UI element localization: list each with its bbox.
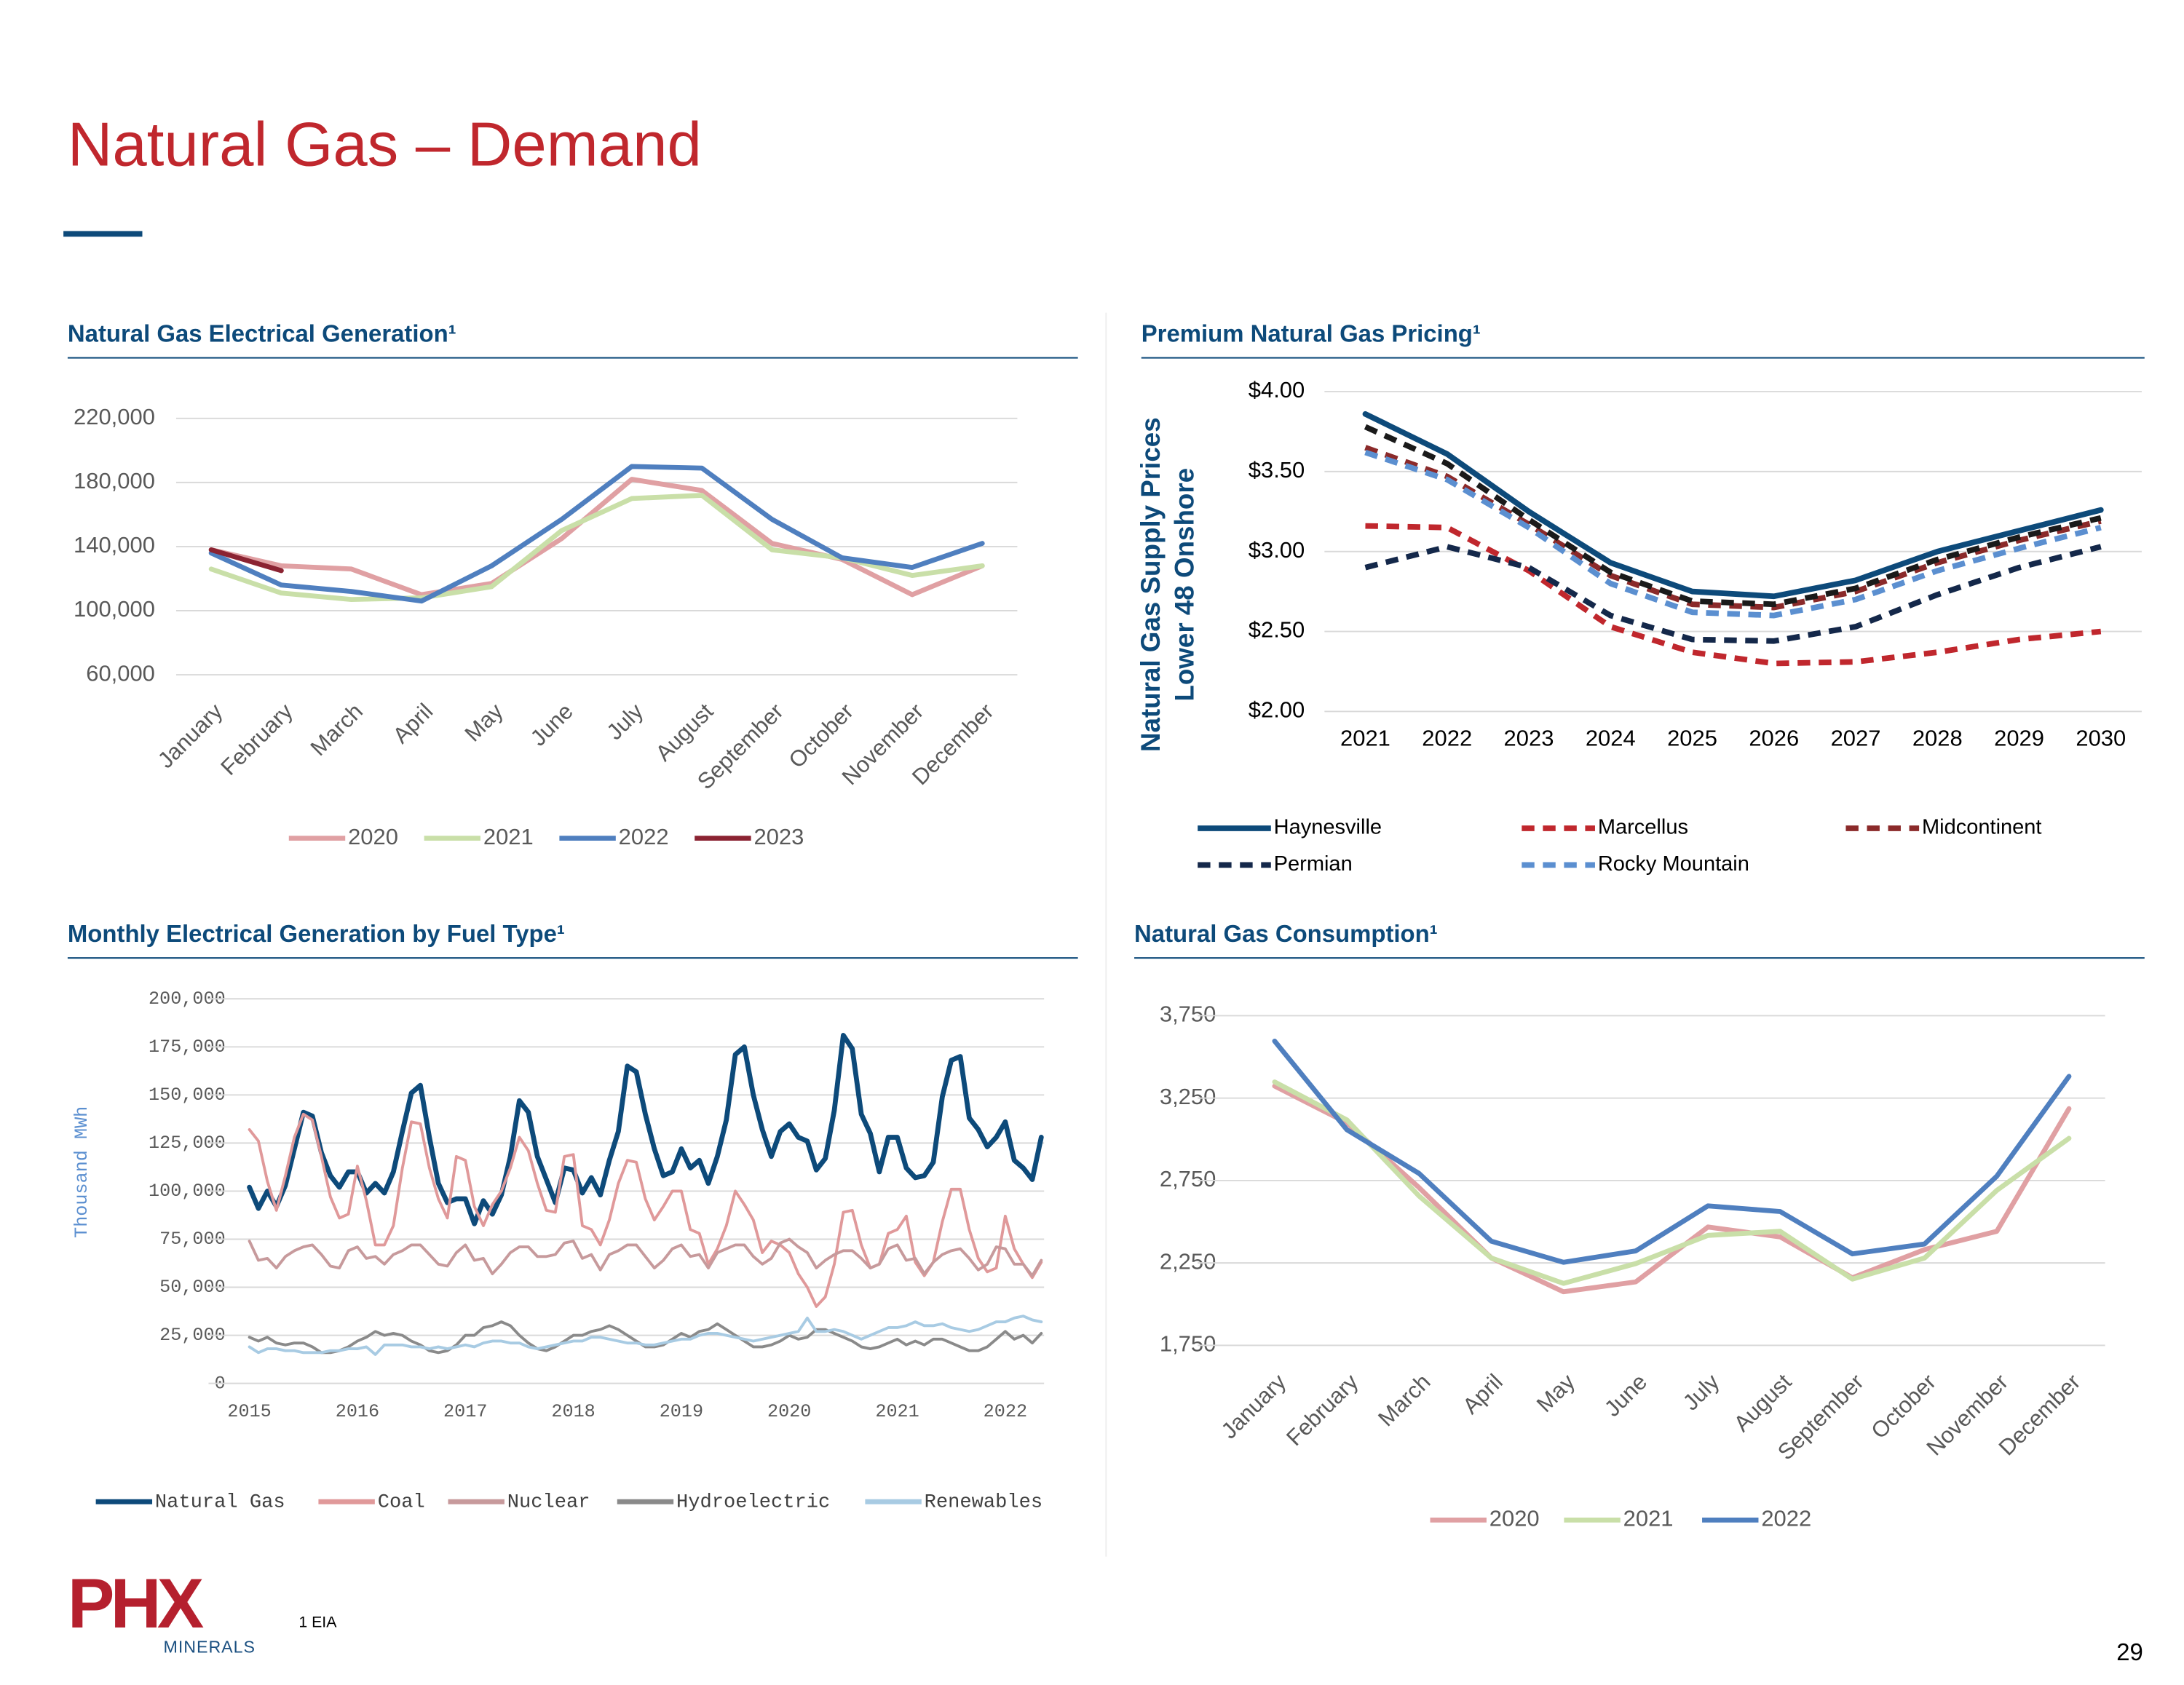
y-tick-label: $3.50 bbox=[1249, 457, 1305, 483]
x-tick-label: February bbox=[215, 698, 298, 780]
series-line bbox=[248, 1112, 1043, 1308]
series-line bbox=[1362, 411, 2104, 600]
chart-title: Natural Gas Electrical Generation¹ bbox=[68, 320, 456, 346]
x-tick-label: February bbox=[1281, 1368, 1364, 1451]
x-tick-label: 2025 bbox=[1667, 725, 1717, 750]
y-tick-label: 1,750 bbox=[1160, 1331, 1216, 1357]
series-line bbox=[247, 1033, 1044, 1226]
y-axis-label: Lower 48 Onshore bbox=[1169, 468, 1199, 702]
y-tick-label: $4.00 bbox=[1249, 377, 1305, 403]
legend-label: 2020 bbox=[1489, 1506, 1540, 1531]
x-tick-label: 2021 bbox=[1340, 725, 1390, 750]
x-tick-label: 2027 bbox=[1831, 725, 1881, 750]
y-tick-label: 2,250 bbox=[1160, 1248, 1216, 1274]
legend-label: Midcontinent bbox=[1922, 816, 2042, 839]
series-line bbox=[1272, 1079, 2072, 1286]
x-tick-label: July bbox=[601, 698, 648, 745]
x-tick-label: 2022 bbox=[1422, 725, 1472, 750]
y-tick-label: $2.50 bbox=[1249, 617, 1305, 643]
legend-label: Permian bbox=[1274, 852, 1353, 876]
x-tick-label: January bbox=[1216, 1368, 1291, 1443]
x-tick-label: 2015 bbox=[227, 1401, 271, 1422]
x-tick-label: August bbox=[1729, 1369, 1797, 1437]
legend-label: Natural Gas bbox=[155, 1491, 285, 1513]
x-tick-label: 2023 bbox=[1504, 725, 1554, 750]
x-tick-label: March bbox=[305, 699, 368, 761]
series-line bbox=[248, 1315, 1043, 1356]
legend-label: Haynesville bbox=[1274, 816, 1382, 839]
x-tick-label: April bbox=[388, 699, 438, 749]
x-tick-label: 2028 bbox=[1912, 725, 1963, 750]
legend-label: Rocky Mountain bbox=[1598, 852, 1749, 876]
legend-label: 2022 bbox=[619, 824, 669, 849]
legend-label: 2021 bbox=[483, 824, 534, 849]
x-tick-label: 2030 bbox=[2076, 725, 2126, 750]
x-tick-label: 2029 bbox=[1994, 725, 2044, 750]
legend-label: 2020 bbox=[348, 824, 398, 849]
y-tick-label: $2.00 bbox=[1249, 697, 1305, 723]
legend-label: Renewables bbox=[925, 1491, 1042, 1513]
chart-title: Natural Gas Consumption¹ bbox=[1134, 920, 1438, 947]
x-tick-label: 2022 bbox=[984, 1401, 1027, 1422]
x-tick-label: 2018 bbox=[551, 1401, 595, 1422]
series-line bbox=[248, 1320, 1043, 1355]
x-tick-label: 2020 bbox=[767, 1401, 811, 1422]
series-line bbox=[248, 1237, 1043, 1277]
series-line bbox=[1364, 424, 2102, 608]
y-tick-label: 180,000 bbox=[74, 468, 155, 493]
y-axis-label: Natural Gas Supply Prices bbox=[1136, 417, 1166, 752]
chart-title: Premium Natural Gas Pricing¹ bbox=[1142, 320, 1481, 346]
y-tick-label: 3,250 bbox=[1160, 1084, 1216, 1109]
logo-name: PHX bbox=[68, 1563, 204, 1643]
series-line bbox=[1365, 523, 2102, 667]
legend-label: 2022 bbox=[1761, 1506, 1811, 1531]
x-tick-label: May bbox=[459, 698, 507, 746]
y-tick-label: 140,000 bbox=[74, 532, 155, 558]
x-tick-label: 2021 bbox=[875, 1401, 919, 1422]
legend-label: Marcellus bbox=[1598, 816, 1688, 839]
legend-label: Nuclear bbox=[507, 1491, 590, 1513]
series-line bbox=[208, 477, 985, 598]
series-line bbox=[1364, 544, 2102, 644]
y-axis-label: Thousand MWh bbox=[71, 1106, 92, 1238]
page-title: Natural Gas – Demand bbox=[68, 111, 702, 180]
y-tick-label: 3,750 bbox=[1160, 1002, 1216, 1027]
x-tick-label: July bbox=[1678, 1368, 1725, 1415]
footnote: 1 EIA bbox=[298, 1613, 337, 1630]
y-tick-label: $3.00 bbox=[1249, 537, 1305, 563]
y-tick-label: 60,000 bbox=[86, 660, 155, 686]
legend-label: Hydroelectric bbox=[676, 1491, 830, 1513]
series-line bbox=[1272, 1083, 2072, 1295]
x-tick-label: March bbox=[1373, 1369, 1436, 1432]
y-tick-label: 220,000 bbox=[74, 404, 155, 429]
chart-title: Monthly Electrical Generation by Fuel Ty… bbox=[68, 920, 565, 947]
x-tick-label: 2019 bbox=[660, 1401, 703, 1422]
x-tick-label: 2026 bbox=[1749, 725, 1799, 750]
x-tick-label: June bbox=[526, 699, 578, 751]
y-tick-label: 100,000 bbox=[74, 596, 155, 622]
logo-sub: MINERALS bbox=[164, 1638, 256, 1657]
page-number: 29 bbox=[2116, 1638, 2143, 1665]
legend-label: 2021 bbox=[1623, 1506, 1674, 1531]
y-tick-label: 2,750 bbox=[1160, 1166, 1216, 1192]
x-tick-label: June bbox=[1599, 1369, 1652, 1422]
series-line bbox=[208, 547, 284, 574]
x-tick-label: 2024 bbox=[1586, 725, 1636, 750]
series-line bbox=[208, 464, 985, 604]
x-tick-label: August bbox=[651, 698, 719, 766]
legend-label: Coal bbox=[378, 1491, 425, 1513]
legend-label: 2023 bbox=[753, 824, 804, 849]
x-tick-label: 2017 bbox=[443, 1401, 487, 1422]
series-line bbox=[1364, 449, 2102, 619]
series-line bbox=[1272, 1038, 2072, 1265]
x-tick-label: April bbox=[1457, 1369, 1508, 1419]
x-tick-label: October bbox=[1866, 1369, 1941, 1444]
x-tick-label: 2016 bbox=[336, 1401, 379, 1422]
title-underline bbox=[63, 231, 143, 237]
x-tick-label: May bbox=[1532, 1368, 1580, 1416]
